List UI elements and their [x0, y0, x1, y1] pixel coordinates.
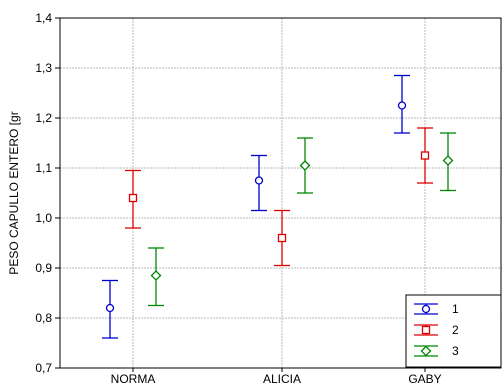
legend-label: 2 — [452, 323, 459, 337]
error-bar — [148, 247, 164, 307]
y-tick-label: 1,0 — [35, 211, 52, 225]
error-bar — [251, 154, 267, 212]
legend-item: 2 — [414, 323, 459, 337]
series-layer — [102, 74, 456, 339]
mean-point — [420, 151, 430, 160]
mean-point — [299, 160, 311, 171]
series-2 — [125, 127, 433, 267]
y-tick-label: 1,2 — [35, 111, 52, 125]
y-tick-label: 0,7 — [35, 361, 52, 375]
y-tick-label: 1,1 — [35, 161, 52, 175]
legend: 1 2 3 — [405, 294, 502, 368]
mean-point — [254, 176, 264, 185]
y-tick-label: 0,9 — [35, 261, 52, 275]
y-axis: 0,7 0,8 0,9 1,0 1,1 1,2 1,3 1,4 — [35, 11, 60, 375]
legend-marker — [421, 325, 431, 335]
error-bar — [417, 127, 433, 184]
y-tick-label: 0,8 — [35, 311, 52, 325]
error-bar — [297, 137, 313, 194]
y-tick-label: 1,4 — [35, 11, 52, 25]
y-axis-label: PESO CAPULLO ENTERO [gr — [7, 111, 21, 274]
mean-point — [397, 101, 407, 110]
x-tick-label: NORMA — [111, 372, 156, 385]
error-bar — [440, 132, 456, 192]
legend-label: 1 — [452, 302, 459, 316]
mean-point — [277, 233, 287, 243]
mean-point — [442, 155, 454, 166]
legend-marker — [420, 345, 432, 357]
legend-item: 3 — [414, 344, 459, 358]
mean-point — [150, 270, 162, 281]
legend-box — [405, 294, 502, 368]
series-1 — [102, 74, 410, 339]
error-bar — [274, 209, 290, 267]
y-tick-label: 1,3 — [35, 61, 52, 75]
mean-point — [105, 303, 115, 313]
legend-item: 1 — [414, 302, 459, 316]
legend-marker — [421, 304, 431, 314]
error-bar — [102, 279, 118, 339]
plot-frame — [59, 17, 502, 369]
error-bar — [125, 169, 141, 229]
mean-point — [128, 193, 138, 203]
x-axis: NORMA ALICIA GABY — [111, 368, 442, 385]
x-tick-label: ALICIA — [263, 372, 301, 385]
series-3 — [148, 132, 456, 307]
x-tick-label: GABY — [408, 372, 441, 385]
legend-label: 3 — [452, 344, 459, 358]
error-bar — [394, 74, 410, 134]
